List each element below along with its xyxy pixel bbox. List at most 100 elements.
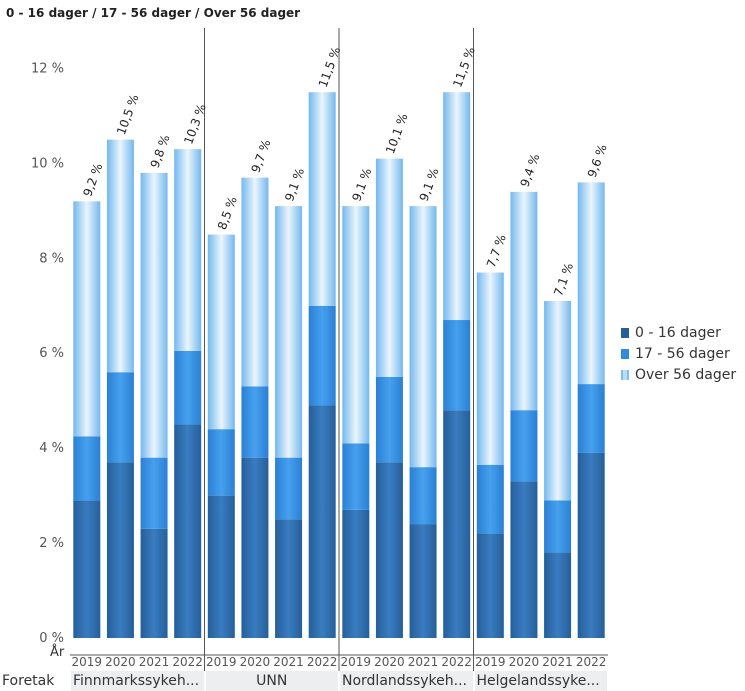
bar-segment-2: [544, 500, 572, 553]
x-tick-year: 2021: [139, 655, 170, 669]
bar-segment-2: [476, 464, 504, 534]
bar-segment-3: [241, 177, 269, 387]
group-label-box: [474, 671, 607, 691]
bar-segment-3: [207, 234, 235, 430]
bar-segment-1: [207, 495, 235, 638]
x-tick-year: 2021: [542, 655, 573, 669]
bar-segment-2: [106, 372, 134, 463]
x-tick-year: 2022: [576, 655, 607, 669]
x-tick-year: 2019: [475, 655, 506, 669]
data-label: 10,1 %: [383, 111, 410, 155]
group-label: Helgelandssyke...: [476, 673, 600, 689]
bar-segment-2: [342, 443, 370, 510]
data-label: 7,1 %: [551, 261, 576, 298]
bar-segment-1: [308, 405, 336, 638]
group-label-box: [205, 671, 338, 691]
legend-item-17-56: 17 - 56 dager: [621, 343, 736, 364]
bar-segment-1: [275, 519, 303, 638]
x-tick-year: 2020: [509, 655, 540, 669]
bar-segment-1: [443, 410, 471, 638]
chart-title: 0 - 16 dager / 17 - 56 dager / Over 56 d…: [6, 6, 301, 20]
bar-segment-3: [544, 301, 572, 501]
bar-segment-3: [140, 172, 168, 458]
x-tick-year: 2021: [408, 655, 439, 669]
data-label: 9,8 %: [148, 133, 173, 170]
bar-segment-1: [106, 462, 134, 638]
bar-segment-3: [510, 191, 538, 411]
bar-segment-3: [476, 272, 504, 465]
data-label: 8,5 %: [215, 195, 240, 232]
bar-segment-3: [275, 206, 303, 458]
legend-swatch: [621, 327, 629, 338]
y-tick-label: 2 %: [39, 536, 64, 551]
group-label-box: [71, 671, 204, 691]
group-label-box: [340, 671, 473, 691]
data-label: 9,1 %: [417, 166, 442, 203]
data-label: 9,2 %: [80, 161, 105, 198]
group-dividers: [70, 28, 608, 671]
bar-segment-2: [174, 350, 202, 425]
x-tick-year: 2022: [307, 655, 338, 669]
x-tick-year: 2022: [172, 655, 203, 669]
y-tick-label: 4 %: [39, 441, 64, 456]
bar-segment-2: [510, 410, 538, 482]
bar-segment-1: [241, 457, 269, 638]
x-tick-year: 2020: [374, 655, 405, 669]
bar-segment-3: [73, 201, 101, 437]
bar-segment-3: [577, 182, 605, 385]
bar-segment-2: [409, 467, 437, 525]
data-label: 9,1 %: [349, 166, 374, 203]
x-tick-year: 2020: [240, 655, 271, 669]
x-tick-year: 2021: [273, 655, 304, 669]
group-label: UNN: [256, 673, 288, 689]
y-tick-label: 10 %: [31, 156, 64, 171]
x-axis-title-year: År: [50, 645, 65, 660]
y-tick-label: 12 %: [31, 61, 64, 76]
data-label: 9,6 %: [585, 142, 610, 179]
bar-segment-2: [275, 457, 303, 520]
legend-item-over-56: Over 56 dager: [621, 364, 736, 385]
bar-segment-1: [409, 524, 437, 638]
bar-segment-3: [308, 92, 336, 306]
bar-segment-2: [375, 376, 403, 463]
bar-segment-2: [577, 384, 605, 453]
legend-swatch: [621, 369, 629, 380]
y-axis: 0 % 2 % 4 % 6 % 8 % 10 % 12 %: [31, 61, 64, 646]
bar-segment-1: [375, 462, 403, 638]
bar-segment-3: [443, 92, 471, 321]
x-tick-year: 2020: [105, 655, 136, 669]
bar-segment-1: [510, 481, 538, 638]
bar-segment-2: [140, 457, 168, 529]
y-tick-label: 0 %: [39, 631, 64, 646]
legend-item-0-16: 0 - 16 dager: [621, 322, 736, 343]
legend: 0 - 16 dager 17 - 56 dager Over 56 dager: [621, 322, 736, 385]
x-axis-years: 2019 2020 2021 2022 2019 2020 2021 2022 2019 2020…: [72, 655, 607, 669]
x-axis-title-foretak: Foretak: [2, 673, 55, 689]
y-tick-label: 8 %: [39, 251, 64, 266]
bar-segment-3: [409, 206, 437, 468]
legend-label: Over 56 dager: [635, 366, 737, 383]
legend-label: 0 - 16 dager: [635, 324, 721, 341]
x-tick-year: 2019: [206, 655, 237, 669]
group-label: Nordlandssykeh...: [342, 673, 467, 689]
data-label: 7,7 %: [484, 233, 509, 270]
bar-segment-3: [342, 206, 370, 444]
data-label: 9,1 %: [282, 166, 307, 203]
data-label: 10,5 %: [114, 92, 141, 136]
x-tick-year: 2019: [72, 655, 103, 669]
bar-segment-2: [73, 436, 101, 501]
bar-segment-1: [73, 500, 101, 638]
bar-segment-1: [140, 528, 168, 638]
bars: [73, 92, 605, 638]
bar-segment-2: [241, 386, 269, 458]
bar-segment-1: [342, 509, 370, 638]
bar-segment-3: [375, 158, 403, 377]
bar-segment-1: [174, 424, 202, 638]
y-tick-label: 6 %: [39, 346, 64, 361]
legend-label: 17 - 56 dager: [635, 345, 730, 362]
bar-segment-2: [207, 429, 235, 496]
bar-segment-3: [106, 139, 134, 373]
legend-swatch: [621, 348, 629, 359]
bar-segment-1: [476, 533, 504, 638]
bar-segment-3: [174, 149, 202, 351]
